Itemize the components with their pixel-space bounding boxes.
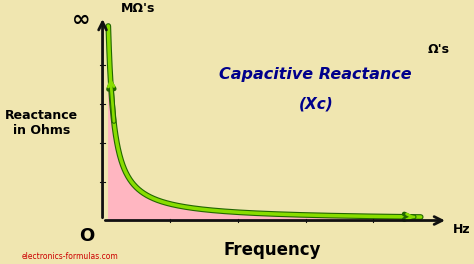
Text: Reactance
in Ohms: Reactance in Ohms [5,109,78,137]
Text: MΩ's: MΩ's [121,2,155,15]
Text: (Xc): (Xc) [299,96,333,111]
Text: electronics-formulas.com: electronics-formulas.com [21,252,118,261]
Text: Ω's: Ω's [428,43,449,56]
Text: Capacitive Reactance: Capacitive Reactance [219,67,412,82]
Text: Frequency: Frequency [223,241,320,259]
Text: ∞: ∞ [72,10,91,30]
Text: O: O [79,227,94,245]
Text: Hz: Hz [453,223,471,237]
